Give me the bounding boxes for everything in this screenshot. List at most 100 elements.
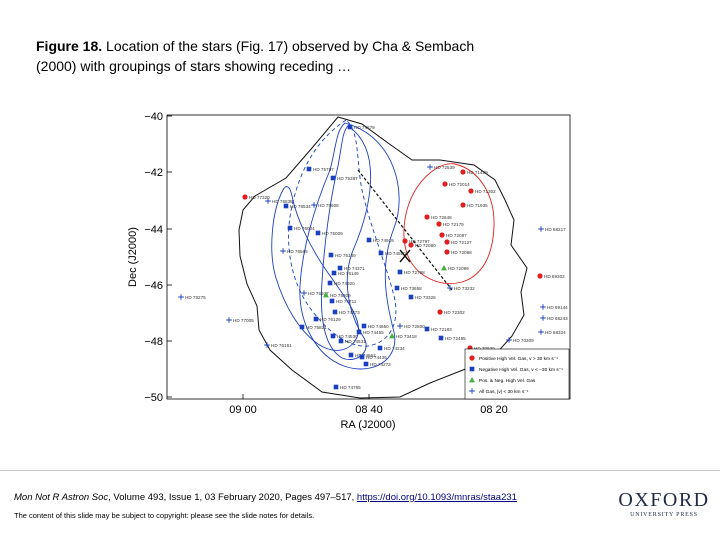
figure-caption-text: Location of the stars (Fig. 17) observed…: [36, 38, 475, 74]
star-marker: [327, 280, 333, 286]
star-label: HD 74662: [355, 353, 376, 358]
star-marker: [441, 265, 447, 271]
star-marker: [265, 198, 271, 204]
star-label: HD 76149: [338, 271, 359, 276]
star-label: HD 74580: [385, 251, 406, 256]
star-marker: [397, 269, 403, 275]
star-marker: [323, 292, 329, 298]
legend-label: Positive High Vel. Gas, v > 30 km s⁻¹: [479, 356, 558, 362]
star-label: HD 74531: [345, 339, 366, 344]
star-label: HD 74273: [370, 362, 391, 367]
star-marker: [301, 290, 307, 296]
footer-divider: [0, 470, 720, 471]
star-marker: [366, 237, 372, 243]
star-label: HD 75821: [306, 325, 327, 330]
legend-symbol: [469, 388, 475, 394]
star-marker: [408, 242, 414, 248]
star-marker: [437, 309, 443, 315]
doi-link[interactable]: https://doi.org/10.1093/mnras/staa231: [356, 492, 517, 503]
star-label: HD 72798: [404, 270, 425, 275]
approaching-group-contour: [403, 163, 495, 284]
star-marker: [444, 239, 450, 245]
star-marker: [439, 232, 445, 238]
star-label: HD 75309: [330, 293, 351, 298]
x-tick-label: 09 00: [229, 404, 257, 416]
star-marker: [468, 188, 474, 194]
star-label: HD 74371: [344, 266, 365, 271]
star-marker: [333, 384, 339, 390]
star-marker: [408, 294, 414, 300]
star-label: HD 72539: [434, 165, 455, 170]
y-tick-label: −40: [144, 111, 163, 123]
star-marker: [348, 352, 354, 358]
y-tick-label: −50: [144, 392, 163, 404]
legend-symbol: [469, 355, 475, 361]
star-marker: [540, 315, 546, 321]
x-tick-label: 08 20: [480, 404, 508, 416]
star-marker: [328, 252, 334, 258]
star-marker: [283, 203, 289, 209]
star-label: HD 68217: [545, 227, 566, 232]
star-marker: [378, 250, 384, 256]
star-label: HD 77005: [233, 318, 254, 323]
logo-sub-text: UNIVERSITY PRESS: [630, 512, 698, 518]
star-label: HD 75009: [322, 231, 343, 236]
citation-details: , Volume 493, Issue 1, 03 February 2020,…: [108, 492, 357, 503]
star-marker: [460, 202, 466, 208]
star-marker: [347, 124, 353, 130]
star-marker: [442, 181, 448, 187]
star-label: HD 72127: [451, 240, 472, 245]
star-marker: [540, 304, 546, 310]
star-label: HD 74711: [336, 299, 357, 304]
star-marker: [315, 230, 321, 236]
star-label: HD 76534: [290, 204, 311, 209]
star-marker: [178, 294, 184, 300]
legend-label: Negative High Vel. Gas, v < −30 km s⁻¹: [479, 367, 563, 373]
star-marker: [299, 324, 305, 330]
star-marker: [264, 342, 270, 348]
star-label: HD 69144: [547, 305, 568, 310]
star-label: HD 68243: [547, 316, 568, 321]
legend: Positive High Vel. Gas, v > 30 km s⁻¹ Neg…: [464, 348, 570, 400]
star-marker: [306, 166, 312, 172]
star-label: HD 71935: [467, 203, 488, 208]
star-marker: [226, 317, 232, 323]
star-label: HD 76566: [287, 249, 308, 254]
star-label: HD 76838: [272, 199, 293, 204]
star-label: HD 74679: [354, 125, 375, 130]
star-label: HD 73418: [396, 334, 417, 339]
cloud-outer-contour: [238, 116, 528, 399]
star-marker: [436, 221, 442, 227]
star-label: HD 74650: [368, 324, 389, 329]
star-label: HD 79275: [185, 295, 206, 300]
star-label: HD 72302: [444, 310, 465, 315]
figure-label: Figure 18.: [36, 38, 103, 54]
star-marker: [330, 333, 336, 339]
star-label: HD 72183: [431, 327, 452, 332]
figure-caption: Figure 18. Location of the stars (Fig. 1…: [36, 36, 496, 76]
dashed-group-contour: [288, 119, 397, 347]
star-label: HD 72080: [415, 243, 436, 248]
legend-label: Pos. & Neg. High Vel. Gas: [479, 378, 536, 384]
star-label: HD 72014: [449, 182, 470, 187]
receding-group-contour: [320, 125, 372, 360]
y-axis: −40 −42 −44 −46 −48 −50 Dec (J2000): [127, 111, 172, 404]
star-label: HD 72088: [451, 250, 472, 255]
star-label: HD 77320: [249, 195, 270, 200]
star-marker: [332, 309, 338, 315]
legend-symbol: [469, 366, 475, 372]
star-label: HD 70930: [474, 346, 495, 351]
star-marker: [287, 225, 293, 231]
logo-main-text: OXFORD: [618, 489, 710, 511]
legend-label: All Gas, |v| < 30 km s⁻¹: [479, 389, 529, 395]
y-tick-label: −48: [144, 336, 163, 348]
star-marker: [280, 248, 286, 254]
star-marker: [361, 323, 367, 329]
legend-symbol: [469, 377, 475, 383]
star-label: HD 74773: [339, 310, 360, 315]
star-label: HD 74919: [373, 238, 394, 243]
y-tick-label: −42: [144, 167, 163, 179]
star-marker: [377, 345, 383, 351]
star-label: HD 76129: [320, 317, 341, 322]
star-label: HD 73658: [401, 286, 422, 291]
